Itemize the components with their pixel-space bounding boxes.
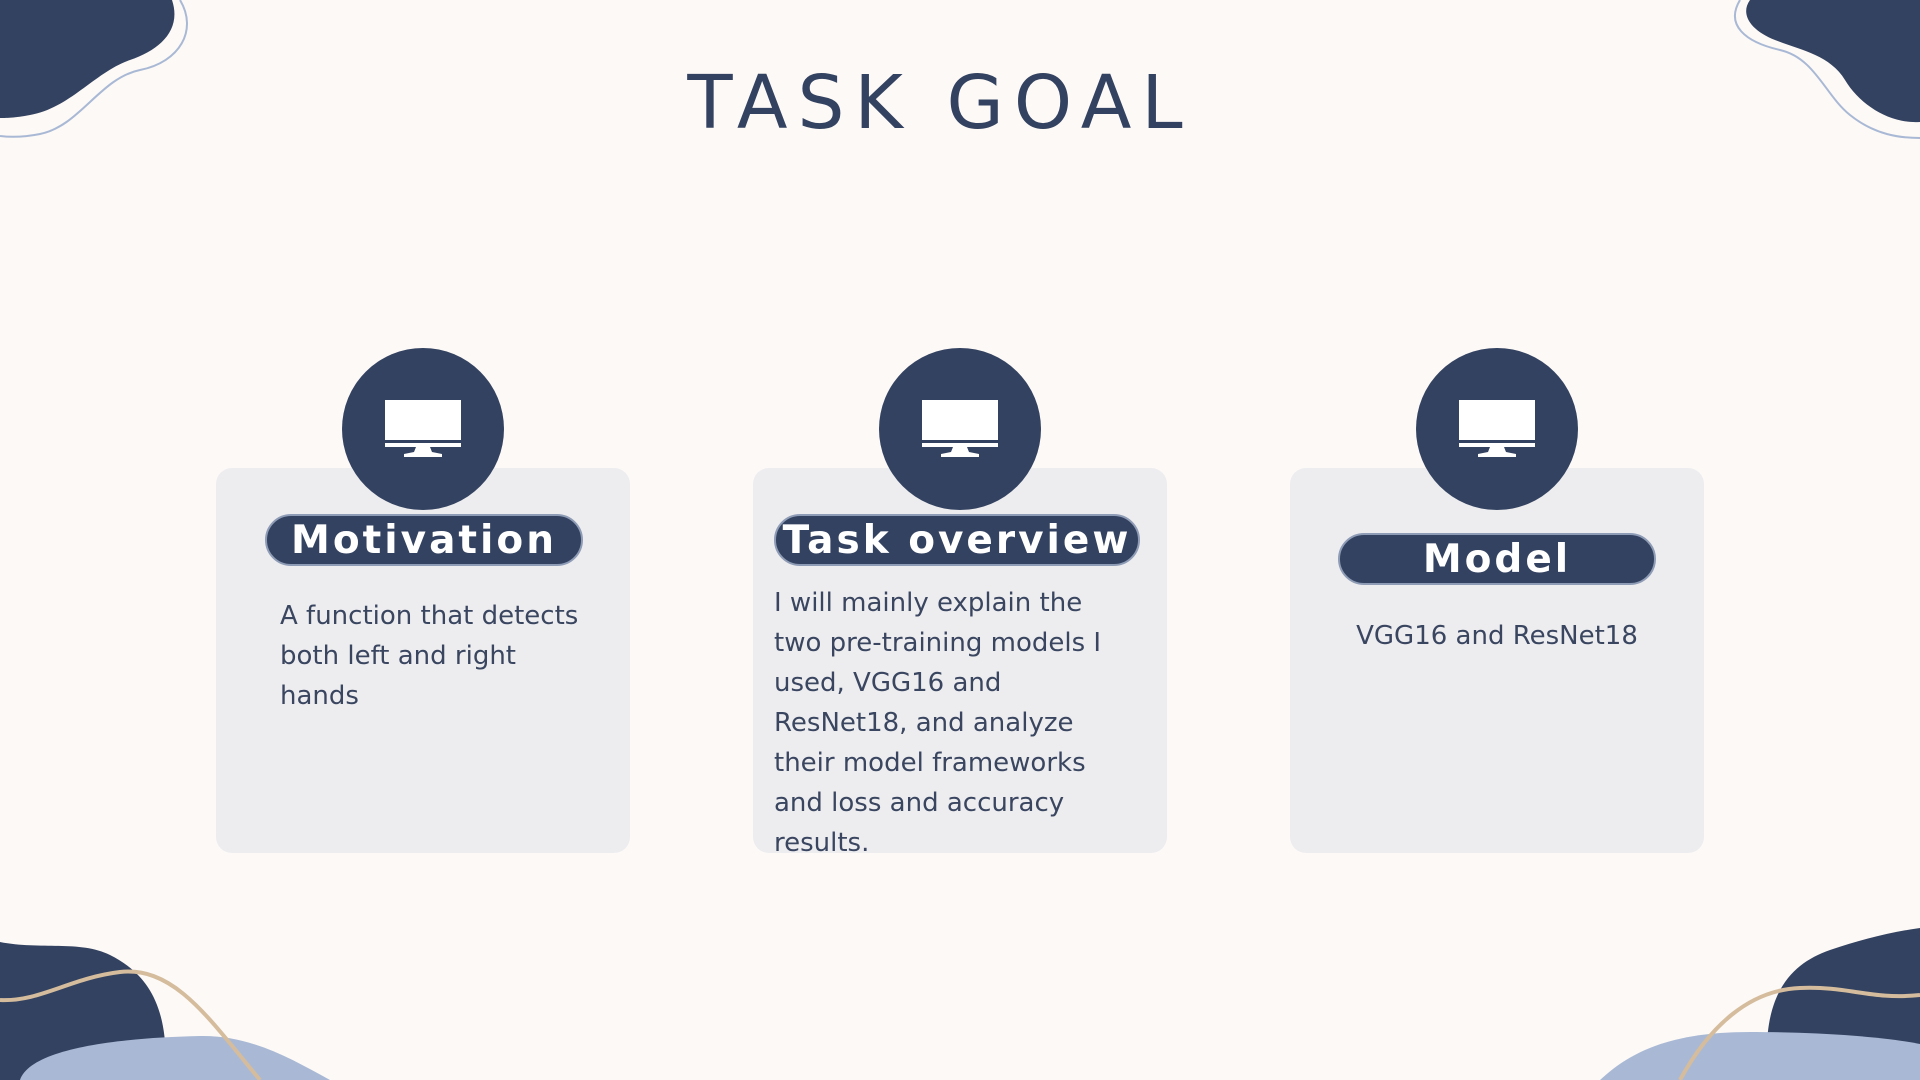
card-heading: Task overview — [782, 517, 1132, 563]
card-icon-circle — [879, 348, 1041, 510]
card-heading-pill: Motivation — [265, 514, 583, 566]
card-heading: Motivation — [291, 517, 557, 563]
corner-blob-bottom-right — [1600, 928, 1920, 1080]
card-body-text: VGG16 and ResNet18 — [1356, 621, 1638, 651]
page-title: TASK GOAL — [687, 60, 1193, 146]
monitor-icon — [922, 400, 998, 457]
card-heading: Model — [1422, 536, 1572, 582]
card-icon-circle — [1416, 348, 1578, 510]
monitor-icon — [1459, 400, 1535, 457]
card-body-text: I will mainly explain the two pre-traini… — [774, 588, 1102, 858]
corner-blob-bottom-left — [0, 942, 330, 1080]
card-icon-circle — [342, 348, 504, 510]
card-heading-pill: Task overview — [774, 514, 1140, 566]
card-body-text: A function that detects both left and ri… — [280, 601, 579, 711]
card-model — [1290, 468, 1704, 853]
monitor-icon — [385, 400, 461, 457]
card-heading-pill: Model — [1338, 533, 1656, 585]
